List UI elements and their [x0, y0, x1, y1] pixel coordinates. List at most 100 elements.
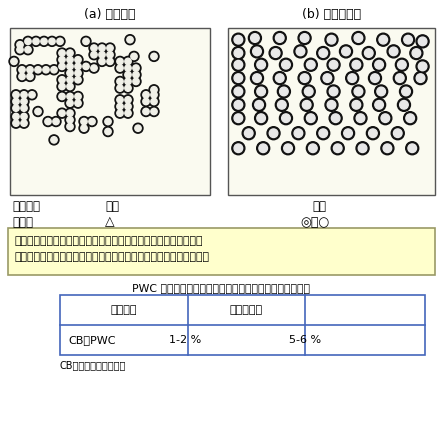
Circle shape — [369, 129, 377, 137]
Circle shape — [19, 111, 29, 121]
Circle shape — [300, 98, 313, 111]
Circle shape — [387, 45, 400, 58]
Circle shape — [17, 47, 23, 53]
Circle shape — [103, 117, 113, 127]
Circle shape — [245, 129, 253, 137]
Circle shape — [21, 92, 27, 98]
Circle shape — [75, 93, 81, 100]
Text: 分散性: 分散性 — [12, 216, 33, 229]
Circle shape — [73, 75, 83, 85]
Circle shape — [273, 72, 286, 85]
Circle shape — [125, 65, 131, 71]
Circle shape — [23, 44, 33, 55]
Circle shape — [99, 51, 105, 58]
Circle shape — [25, 38, 31, 44]
Circle shape — [13, 105, 19, 111]
Circle shape — [27, 67, 33, 73]
Circle shape — [15, 44, 25, 55]
Circle shape — [298, 72, 311, 85]
Circle shape — [393, 72, 406, 85]
Circle shape — [41, 65, 51, 75]
Circle shape — [19, 90, 29, 100]
Circle shape — [123, 70, 133, 80]
Circle shape — [348, 74, 357, 83]
Circle shape — [149, 90, 159, 100]
Circle shape — [339, 45, 353, 58]
Circle shape — [105, 128, 111, 135]
Circle shape — [65, 98, 75, 108]
Circle shape — [81, 61, 91, 71]
Circle shape — [57, 48, 67, 58]
Circle shape — [55, 36, 65, 46]
Circle shape — [125, 35, 135, 44]
Circle shape — [389, 47, 398, 56]
Circle shape — [105, 50, 115, 60]
Circle shape — [53, 118, 59, 125]
Circle shape — [103, 127, 113, 137]
Circle shape — [356, 142, 369, 155]
Circle shape — [35, 108, 41, 115]
Circle shape — [334, 144, 342, 152]
Circle shape — [75, 63, 81, 70]
Circle shape — [232, 98, 245, 111]
Circle shape — [416, 74, 425, 83]
Circle shape — [232, 58, 245, 71]
Circle shape — [83, 38, 89, 44]
Circle shape — [105, 57, 115, 67]
Circle shape — [23, 36, 33, 46]
Circle shape — [125, 103, 131, 110]
Circle shape — [327, 35, 336, 44]
Circle shape — [99, 58, 105, 65]
Circle shape — [125, 78, 131, 85]
Circle shape — [234, 87, 243, 96]
Circle shape — [402, 87, 410, 96]
Circle shape — [350, 98, 363, 111]
Circle shape — [107, 45, 113, 51]
Circle shape — [131, 76, 141, 86]
Circle shape — [302, 85, 315, 98]
Circle shape — [331, 142, 344, 155]
Circle shape — [371, 74, 379, 83]
Circle shape — [304, 112, 317, 125]
Circle shape — [67, 76, 73, 83]
Circle shape — [253, 98, 265, 111]
Circle shape — [329, 60, 338, 69]
Circle shape — [373, 58, 385, 71]
Circle shape — [123, 108, 133, 118]
Circle shape — [277, 85, 291, 98]
Circle shape — [57, 92, 67, 102]
Circle shape — [375, 101, 383, 109]
Circle shape — [141, 96, 151, 106]
Circle shape — [115, 83, 125, 93]
Circle shape — [127, 36, 133, 43]
Circle shape — [151, 108, 157, 115]
Circle shape — [25, 47, 31, 53]
Circle shape — [107, 58, 113, 65]
Circle shape — [117, 78, 123, 85]
Circle shape — [117, 65, 123, 71]
Circle shape — [253, 74, 261, 83]
Text: (b) 溶剤型塗料: (b) 溶剤型塗料 — [302, 7, 361, 20]
Circle shape — [276, 74, 284, 83]
Circle shape — [307, 142, 319, 155]
Circle shape — [81, 36, 91, 46]
Circle shape — [11, 90, 21, 100]
Circle shape — [234, 114, 243, 123]
Circle shape — [125, 58, 131, 65]
Circle shape — [21, 113, 27, 120]
Circle shape — [117, 97, 123, 103]
Circle shape — [327, 58, 340, 71]
Circle shape — [131, 70, 141, 80]
Text: 分散性が良好であれば、バインダー中に高濃度に充てんできる。
分散不良だと、粒子が凝集し、高粘度になるため充てん量が減る。: 分散性が良好であれば、バインダー中に高濃度に充てんできる。 分散不良だと、粒子が… — [14, 236, 209, 262]
Circle shape — [379, 112, 392, 125]
Circle shape — [232, 85, 245, 98]
Circle shape — [97, 57, 107, 67]
Circle shape — [418, 37, 427, 46]
Circle shape — [75, 70, 81, 76]
Circle shape — [21, 120, 27, 127]
Circle shape — [43, 67, 49, 73]
Circle shape — [123, 76, 133, 86]
Circle shape — [31, 36, 41, 46]
Text: △: △ — [105, 216, 115, 229]
Circle shape — [33, 65, 43, 75]
